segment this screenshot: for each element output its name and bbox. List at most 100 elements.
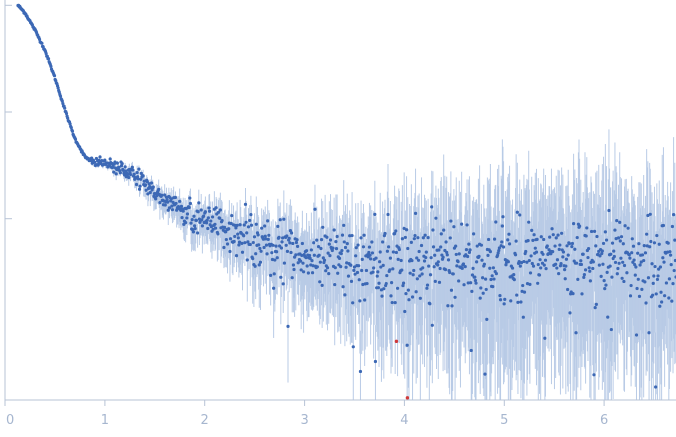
data-point [661,223,666,228]
data-point [381,263,385,267]
data-point [142,179,146,183]
data-point [399,258,403,263]
data-point [455,264,459,268]
data-point [318,260,322,264]
data-point [388,268,392,272]
data-point [664,281,669,285]
data-point [145,180,149,184]
data-point [258,246,262,251]
data-point [579,262,584,267]
data-point [301,261,305,265]
data-point [290,231,294,235]
data-point [273,258,277,262]
data-point [647,331,651,335]
data-point [367,250,371,255]
data-point [568,311,572,315]
data-point [437,248,441,252]
data-point [465,223,469,227]
data-point [621,242,625,246]
data-point [211,227,215,231]
data-point [389,294,393,298]
x-tick-label: 4 [400,413,408,428]
data-point [266,219,270,223]
data-point [654,292,658,296]
data-point [501,215,505,219]
data-point [473,278,478,283]
data-point [233,234,237,239]
data-point [344,265,348,269]
data-point [638,263,642,267]
data-point [604,238,609,242]
data-points [16,3,676,389]
data-point [301,270,306,274]
data-point [642,244,646,248]
data-point [380,294,384,298]
data-point [473,275,477,279]
data-point [429,256,433,260]
data-point [322,258,327,262]
data-point [512,278,516,282]
data-point [491,266,495,270]
data-point [454,252,458,257]
data-point [430,205,434,209]
data-point [439,232,443,236]
data-point [507,242,512,246]
data-point [501,245,506,249]
data-point [519,261,524,265]
data-point [484,277,488,281]
data-point [436,263,440,267]
data-point [352,268,356,272]
data-point [118,171,122,175]
data-point [298,259,303,263]
data-point [319,246,323,251]
data-point [660,300,664,304]
data-point [327,271,331,276]
data-point [639,260,643,264]
data-point [428,302,432,306]
data-point [456,260,460,264]
data-point [358,369,363,374]
data-point [210,215,215,219]
data-point [296,261,300,265]
data-point [246,240,250,244]
data-point [618,239,622,243]
data-point [411,273,415,277]
data-point [227,227,231,231]
data-point [586,255,590,260]
data-point [160,193,164,197]
data-point [139,171,143,175]
data-point [199,208,203,212]
data-point [117,165,121,169]
data-point [292,267,296,272]
data-point [282,217,286,221]
data-point [360,257,364,261]
data-point [385,273,389,278]
data-point [157,187,161,191]
data-point [603,286,607,291]
data-point [515,293,519,297]
data-point [526,239,530,243]
data-point [672,268,676,273]
data-point [180,216,184,220]
data-point [187,205,191,210]
data-point [448,236,452,240]
data-point [245,258,249,262]
data-point [328,254,332,258]
data-point [430,323,434,327]
data-point [68,122,72,126]
data-point [114,172,118,176]
data-point [603,230,607,234]
data-point [245,231,249,235]
data-point [616,236,621,240]
data-point [194,218,199,223]
data-point [311,264,315,268]
data-point [480,258,484,262]
data-point [170,208,175,212]
data-point [655,233,659,238]
data-point [178,199,182,203]
data-point [650,262,654,266]
data-point [522,290,527,294]
data-point [536,281,540,285]
data-point [350,233,354,238]
data-point [669,253,673,257]
